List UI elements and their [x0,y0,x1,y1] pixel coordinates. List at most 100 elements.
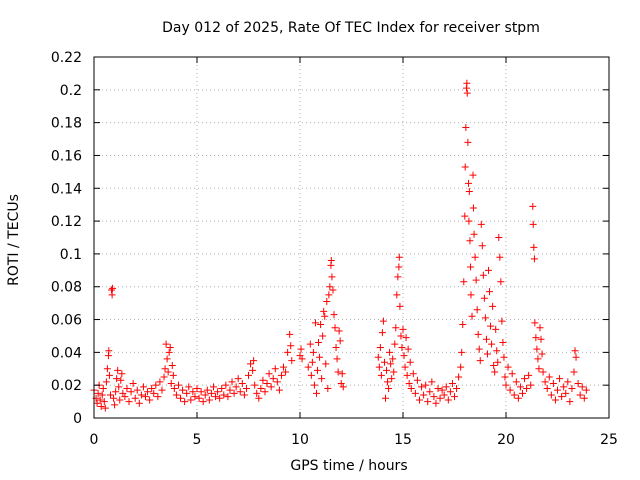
data-point [162,340,170,348]
data-point [510,391,518,399]
data-point [566,398,574,406]
data-point [467,263,475,271]
data-point [265,370,273,378]
data-point [484,266,492,274]
data-point [250,357,258,365]
data-point [189,388,197,396]
data-point [179,386,187,394]
data-point [195,394,203,402]
data-point [469,171,477,179]
data-point [331,324,339,332]
data-point [381,394,389,402]
data-point [111,401,119,409]
data-point [205,396,213,404]
data-point [551,396,559,404]
data-point [114,366,122,374]
data-point [152,381,160,389]
data-point [261,388,269,396]
data-point [329,286,337,294]
data-point [424,398,432,406]
data-point [230,389,238,397]
data-point [106,391,114,399]
data-point [232,383,240,391]
data-point [251,381,259,389]
data-point [333,355,341,363]
data-point [495,234,503,241]
data-point [312,389,320,397]
data-point [535,365,543,373]
data-point [463,79,471,87]
data-point [284,348,292,356]
data-point [165,348,173,356]
data-point [392,324,400,332]
data-point [228,378,236,386]
data-point [508,370,516,378]
data-point [387,360,395,368]
data-point [306,340,314,348]
data-point [150,389,158,397]
data-point [310,381,318,389]
data-point [297,345,305,353]
data-point [459,320,467,328]
data-point [571,347,579,355]
data-point [411,389,419,397]
data-point [490,361,498,369]
data-point [506,386,514,394]
data-point [523,384,531,392]
data-point [308,358,316,366]
data-point [108,286,116,294]
data-point [115,383,123,391]
data-point [492,325,500,333]
data-point [399,325,407,333]
data-point [446,388,454,396]
x-tick-label: 0 [90,432,99,448]
data-point [487,322,495,330]
data-point [403,371,411,379]
data-point [415,396,423,404]
y-tick-label: 0.14 [51,181,82,197]
data-point [201,391,209,399]
data-point [317,320,325,328]
data-point [537,335,545,343]
data-point [500,353,508,361]
data-point [298,355,306,363]
y-tick-label: 0.22 [51,50,82,66]
data-point [163,355,171,363]
data-point [123,384,131,392]
data-point [183,389,191,397]
data-point [458,348,466,356]
data-point [177,394,185,402]
data-point [576,391,584,399]
data-point [482,335,490,343]
data-point [564,378,572,386]
data-point [311,319,319,327]
data-point [323,297,331,305]
data-point [531,319,539,327]
data-point [386,348,394,356]
data-point [245,371,252,379]
data-point [203,386,211,394]
data-point [530,243,538,251]
data-point [451,393,458,401]
data-point [504,363,512,371]
data-point [222,381,230,389]
data-point [394,273,402,281]
y-tick-label: 0.1 [60,247,82,263]
data-point [471,253,479,261]
data-point [97,403,105,411]
data-point [214,388,222,396]
data-point [481,314,489,322]
axis-ticks [93,56,610,419]
data-point [334,368,342,376]
data-point [560,383,568,391]
data-point [554,386,561,394]
data-point [389,355,397,363]
data-point [167,380,175,388]
y-tick-label: 0 [73,411,82,427]
data-point [288,357,296,365]
data-point [199,398,207,406]
data-point [436,394,444,402]
x-tick-label: 25 [600,432,618,448]
data-point [426,388,434,396]
data-point [376,343,384,351]
